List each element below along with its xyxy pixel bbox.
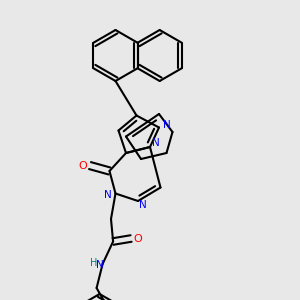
Text: O: O [133, 233, 142, 244]
Text: N: N [163, 119, 170, 130]
Text: N: N [96, 260, 104, 270]
Text: H: H [90, 258, 97, 268]
Text: N: N [152, 137, 160, 148]
Text: O: O [78, 160, 87, 171]
Text: N: N [139, 200, 146, 211]
Text: N: N [104, 190, 112, 200]
